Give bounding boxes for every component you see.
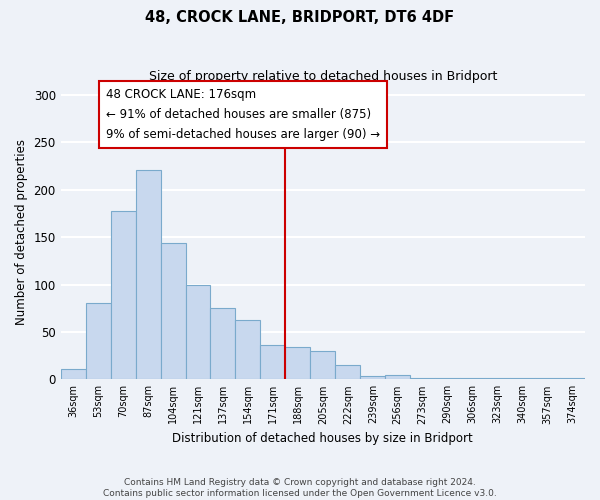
Bar bbox=[560, 378, 585, 380]
Bar bbox=[435, 378, 460, 380]
Title: Size of property relative to detached houses in Bridport: Size of property relative to detached ho… bbox=[149, 70, 497, 83]
Bar bbox=[360, 376, 385, 380]
Bar bbox=[510, 378, 535, 380]
Bar bbox=[485, 378, 510, 380]
Bar bbox=[286, 347, 310, 380]
Y-axis label: Number of detached properties: Number of detached properties bbox=[15, 140, 28, 326]
Bar bbox=[61, 369, 86, 380]
Bar bbox=[535, 378, 560, 380]
Bar bbox=[460, 378, 485, 380]
Bar bbox=[385, 374, 410, 380]
Text: 48, CROCK LANE, BRIDPORT, DT6 4DF: 48, CROCK LANE, BRIDPORT, DT6 4DF bbox=[145, 10, 455, 25]
Bar bbox=[136, 170, 161, 380]
X-axis label: Distribution of detached houses by size in Bridport: Distribution of detached houses by size … bbox=[172, 432, 473, 445]
Bar bbox=[211, 308, 235, 380]
Bar bbox=[310, 351, 335, 380]
Bar bbox=[161, 243, 185, 380]
Bar bbox=[110, 210, 136, 380]
Bar bbox=[260, 345, 286, 380]
Bar bbox=[235, 320, 260, 380]
Bar bbox=[410, 378, 435, 380]
Text: Contains HM Land Registry data © Crown copyright and database right 2024.
Contai: Contains HM Land Registry data © Crown c… bbox=[103, 478, 497, 498]
Bar bbox=[86, 302, 110, 380]
Text: 48 CROCK LANE: 176sqm
← 91% of detached houses are smaller (875)
9% of semi-deta: 48 CROCK LANE: 176sqm ← 91% of detached … bbox=[106, 88, 380, 142]
Bar bbox=[335, 365, 360, 380]
Bar bbox=[185, 284, 211, 380]
